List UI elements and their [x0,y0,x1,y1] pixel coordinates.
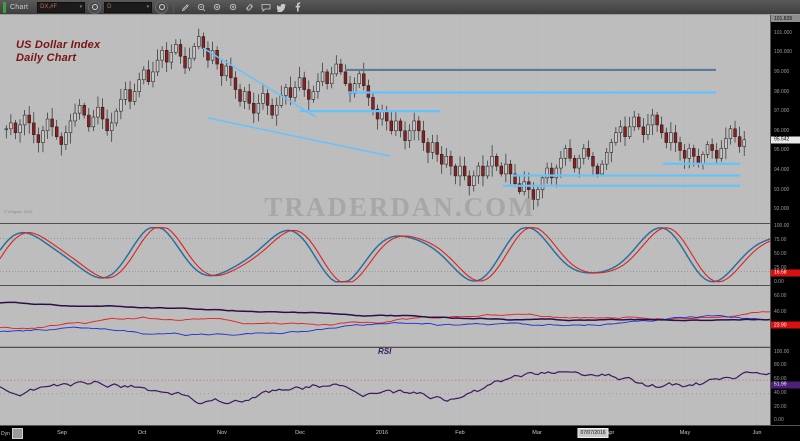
price-tick: 97.000 [774,108,790,115]
rsi-tick: 60.00 [774,376,787,383]
chart-title-annotation: US Dollar Index Daily Chart [16,39,100,65]
rsi-panel[interactable] [0,347,770,425]
time-axis-label: Oct [137,430,147,436]
price-tick: 96.000 [774,127,790,134]
chevron-down-icon[interactable]: ▾ [146,4,150,10]
facebook-icon[interactable] [291,1,304,14]
time-axis-label: Nov [217,430,227,436]
rsi-tick: 20.00 [774,403,787,410]
time-axis[interactable]: Dyn Sep Oct Nov Dec 2016 Feb Mar Apr May Jun 07/07… [0,425,800,441]
pencil-icon[interactable] [179,1,192,14]
magnifier-minus-icon[interactable] [195,1,208,14]
stochastic-tick: 50.00 [774,251,787,257]
interval-value: D [107,4,112,10]
symbol-lookup-button[interactable] [88,0,102,14]
toolbar-divider [173,1,175,13]
adx-dmi-panel[interactable] [0,285,770,347]
time-axis-label: Dec [295,430,305,436]
time-axis-label: 2016 [375,430,389,436]
price-tick: 92.000 [774,206,790,213]
rsi-tick: 40.00 [774,389,787,396]
interval-input[interactable]: D ▾ [104,1,153,13]
symbol-value: DX,#F [40,4,58,10]
magnifier-icon[interactable] [211,1,224,14]
price-tick: 101.000 [774,29,793,36]
price-tick: 98.000 [774,88,790,95]
rsi-label: RSI [378,347,392,356]
rsi-value-tag: 51.99 [771,381,800,389]
rsi-tick: 80.00 [774,362,787,369]
chart-toolbar: Chart DX,#F ▾ D ▾ [0,0,800,15]
chevron-down-icon[interactable]: ▾ [79,4,83,10]
dyn-button[interactable]: Dyn [1,428,23,439]
magnifier-plus-icon[interactable] [227,1,240,14]
rsi-scale[interactable]: 100.00 80.00 60.00 40.00 20.00 0.00 51.99 [770,347,800,425]
adx-value-tag: 23.90 [771,321,800,329]
comment-icon[interactable] [259,1,272,14]
interval-settings-button[interactable] [155,0,169,14]
toolbar-bottom-edge [0,14,800,15]
time-axis-label: Mar [532,430,542,436]
stochastic-scale[interactable]: 100.00 75.00 50.00 25.00 0.00 16.58 [770,223,800,285]
adx-tick: 40.00 [774,308,787,315]
rsi-tick: 100.00 [774,348,790,355]
adx-tick: 60.00 [774,292,787,299]
time-axis-label: Sep [57,430,67,436]
price-plot [4,15,758,223]
time-axis-label: Jun [752,430,762,436]
stochastic-panel[interactable] [0,223,770,285]
toolbar-drag-handle[interactable] [3,1,6,13]
price-candlestick-panel[interactable]: US Dollar Index Daily Chart [0,15,770,223]
time-axis-label: May [679,430,691,436]
price-tick: 93.000 [774,186,790,193]
dyn-button-label: Dyn [1,430,10,437]
copyright-notice: © eSignal, 2016 [4,209,33,214]
rsi-tick: 0.00 [774,417,784,424]
chart-title-line-1: US Dollar Index [16,39,101,51]
adx-dmi-plot [0,286,770,347]
stochastic-tick: 0.00 [774,278,784,285]
toolbar-title: Chart [10,3,29,11]
rsi-plot [0,348,770,425]
stochastic-tick: 25.00 [774,264,787,271]
price-tick: 100.000 [774,49,793,56]
chart-title-line-2: Daily Chart [16,52,77,64]
stochastic-plot [0,224,770,285]
grid-icon[interactable] [11,428,23,439]
price-tick: 94.000 [774,167,790,174]
symbol-input[interactable]: DX,#F ▾ [37,1,86,13]
price-tick: 95.000 [774,147,790,154]
current-date-tag: 07/07/2016 [577,428,609,438]
time-axis-label: Apr [605,430,615,436]
stochastic-tick: 100.00 [774,223,790,230]
time-axis-label: Feb [455,430,465,436]
stochastic-value-tag: 16.58 [771,269,800,277]
last-price-tag: 95.542 [771,136,800,144]
price-scale-top-label: 101.828 [771,15,800,22]
price-tick: 99.000 [774,68,790,75]
adx-dmi-scale[interactable]: 60.00 40.00 23.90 [770,285,800,347]
stochastic-tick: 75.00 [774,237,787,244]
link-icon[interactable] [243,1,256,14]
twitter-icon[interactable] [275,1,288,14]
price-scale[interactable]: 101.828 101.000 100.000 99.000 98.000 97.000… [770,15,800,223]
